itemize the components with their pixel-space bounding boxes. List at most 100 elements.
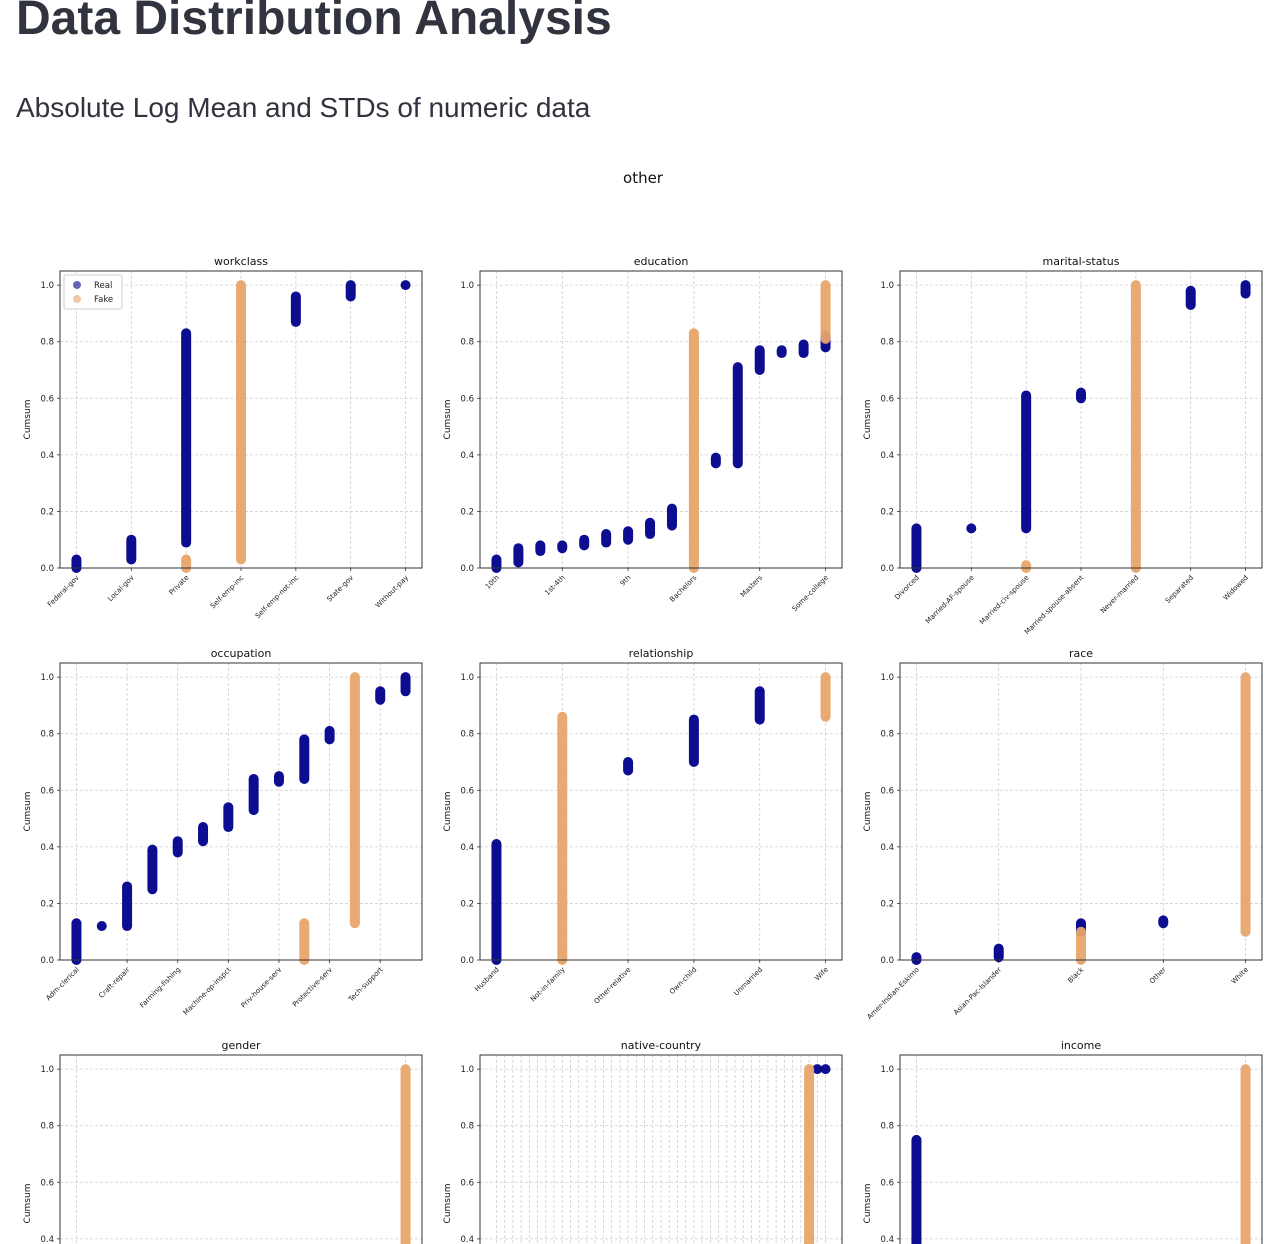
y-tick-label: 0.6 xyxy=(40,1178,54,1188)
x-tick-label: Divorced xyxy=(893,574,921,602)
y-axis-label: Cumsum xyxy=(863,1184,873,1224)
x-tick-label: Craft-repair xyxy=(97,966,131,1000)
subplot: occupation Cumsum 0.0 0.2 0.4 0.6 0.8 1.0 Adm-cl… xyxy=(23,647,423,1017)
subplot-title: education xyxy=(634,255,689,268)
legend-marker xyxy=(73,295,81,303)
y-tick-label: 0.4 xyxy=(460,1235,474,1244)
subplot: education Cumsum 0.0 0.2 0.4 0.6 0.8 1.0 10th 1st… xyxy=(443,255,843,613)
y-tick-label: 1.0 xyxy=(460,281,474,291)
y-tick-label: 0.4 xyxy=(460,451,474,461)
x-tick-label: 9th xyxy=(619,574,633,588)
y-tick-label: 0.4 xyxy=(880,1235,894,1244)
x-tick-label: Married-AF-spouse xyxy=(924,574,976,626)
y-axis-label: Cumsum xyxy=(863,400,873,440)
subplot: marital-status Cumsum 0.0 0.2 0.4 0.6 0.8 1.0 Di… xyxy=(863,255,1263,637)
y-tick-label: 0.6 xyxy=(880,394,894,404)
y-tick-label: 0.8 xyxy=(40,1122,54,1132)
legend-label: Real xyxy=(94,281,112,291)
axes-frame xyxy=(59,1054,423,1244)
y-axis-label: Cumsum xyxy=(443,792,453,832)
x-tick-label: Asian-Pac-Islander xyxy=(952,966,1003,1017)
y-tick-label: 0.8 xyxy=(460,338,474,348)
y-tick-label: 0.0 xyxy=(880,956,894,966)
figure-title: other xyxy=(623,169,664,187)
subplot-title: native-country xyxy=(621,1039,702,1052)
legend-label: Fake xyxy=(94,295,113,305)
legend: Real Fake xyxy=(63,274,123,310)
subplot-title: race xyxy=(1069,647,1093,660)
y-tick-label: 1.0 xyxy=(880,673,894,683)
page-title: Data Distribution Analysis xyxy=(16,0,612,45)
y-tick-label: 0.0 xyxy=(40,564,54,574)
x-tick-label: Priv-house-serv xyxy=(240,966,284,1010)
y-tick-label: 0.4 xyxy=(40,451,54,461)
y-tick-label: 0.4 xyxy=(460,843,474,853)
axes-frame xyxy=(59,662,423,961)
x-tick-label: Self-emp-inc xyxy=(209,574,246,611)
x-tick-label: Machine-op-inspct xyxy=(182,966,233,1017)
x-tick-label: Without-pay xyxy=(374,574,410,610)
y-tick-label: 0.4 xyxy=(40,843,54,853)
x-tick-label: Masters xyxy=(739,574,764,599)
y-tick-label: 0.8 xyxy=(460,1122,474,1132)
y-tick-label: 0.0 xyxy=(460,956,474,966)
y-tick-label: 0.6 xyxy=(40,394,54,404)
axes-frame xyxy=(899,270,1263,569)
y-axis-label: Cumsum xyxy=(863,792,873,832)
y-tick-label: 0.2 xyxy=(40,899,54,909)
subplot: workclass Cumsum 0.0 0.2 0.4 0.6 0.8 1.0 Federal… xyxy=(23,255,423,621)
y-tick-label: 0.4 xyxy=(40,1235,54,1244)
legend-box xyxy=(63,274,123,310)
y-tick-label: 0.6 xyxy=(460,786,474,796)
x-tick-label: Wife xyxy=(813,966,830,983)
y-tick-label: 0.0 xyxy=(880,564,894,574)
axes-frame xyxy=(479,1054,843,1244)
y-tick-label: 0.8 xyxy=(880,1122,894,1132)
y-tick-label: 0.6 xyxy=(40,786,54,796)
x-tick-label: Black xyxy=(1066,965,1086,985)
x-tick-label: Married-civ-spouse xyxy=(978,574,1030,626)
subplot-title: workclass xyxy=(214,255,268,268)
x-tick-label: Some-college xyxy=(791,574,830,613)
subplot-title: relationship xyxy=(629,647,694,660)
y-axis-label: Cumsum xyxy=(23,400,33,440)
y-tick-label: 0.8 xyxy=(460,730,474,740)
y-tick-label: 0.2 xyxy=(880,507,894,517)
y-tick-label: 1.0 xyxy=(460,673,474,683)
x-tick-label: Other xyxy=(1148,966,1168,986)
y-tick-label: 0.0 xyxy=(40,956,54,966)
subplot-title: gender xyxy=(222,1039,261,1052)
axes-frame xyxy=(899,1054,1263,1244)
page-subtitle: Absolute Log Mean and STDs of numeric da… xyxy=(16,92,591,123)
y-tick-label: 0.2 xyxy=(460,899,474,909)
y-tick-label: 0.8 xyxy=(880,338,894,348)
x-tick-label: Protective-serv xyxy=(291,966,334,1009)
x-tick-label: Farming-fishing xyxy=(138,966,182,1010)
x-tick-label: State-gov xyxy=(325,574,355,604)
x-tick-label: Married-spouse-absent xyxy=(1023,574,1086,637)
y-tick-label: 0.2 xyxy=(460,507,474,517)
y-tick-label: 1.0 xyxy=(880,1065,894,1075)
y-tick-label: 0.6 xyxy=(880,786,894,796)
x-tick-label: Private xyxy=(168,574,191,597)
x-tick-label: Federal-gov xyxy=(46,574,81,609)
x-tick-label: Local-gov xyxy=(106,574,135,603)
y-axis-label: Cumsum xyxy=(443,1184,453,1224)
x-tick-label: Own-child xyxy=(668,966,698,996)
x-tick-label: Amer-Indian-Eskimo xyxy=(866,966,921,1021)
subplot-title: occupation xyxy=(211,647,272,660)
y-axis-label: Cumsum xyxy=(23,792,33,832)
y-tick-label: 0.8 xyxy=(40,730,54,740)
y-tick-label: 1.0 xyxy=(40,281,54,291)
y-tick-label: 0.6 xyxy=(880,1178,894,1188)
axes-frame xyxy=(899,662,1263,961)
y-axis-label: Cumsum xyxy=(23,1184,33,1224)
y-tick-label: 0.4 xyxy=(880,843,894,853)
x-tick-label: Unmarried xyxy=(732,966,764,998)
x-tick-label: Separated xyxy=(1164,574,1195,605)
x-tick-label: Self-emp-not-inc xyxy=(254,574,301,621)
x-tick-label: 1st-4th xyxy=(543,574,566,597)
subplot-title: marital-status xyxy=(1043,255,1120,268)
